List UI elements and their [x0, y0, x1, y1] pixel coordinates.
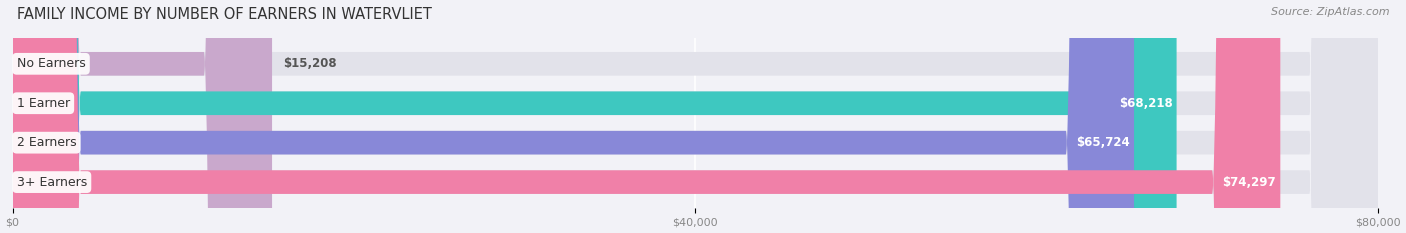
- Text: $68,218: $68,218: [1119, 97, 1173, 110]
- Text: $65,724: $65,724: [1076, 136, 1130, 149]
- Text: 2 Earners: 2 Earners: [17, 136, 76, 149]
- FancyBboxPatch shape: [13, 0, 1378, 233]
- FancyBboxPatch shape: [13, 0, 1281, 233]
- Text: 1 Earner: 1 Earner: [17, 97, 70, 110]
- FancyBboxPatch shape: [13, 0, 1378, 233]
- Text: 3+ Earners: 3+ Earners: [17, 176, 87, 188]
- FancyBboxPatch shape: [13, 0, 1135, 233]
- FancyBboxPatch shape: [13, 0, 1378, 233]
- Text: $15,208: $15,208: [283, 57, 336, 70]
- Text: No Earners: No Earners: [17, 57, 86, 70]
- Text: $74,297: $74,297: [1223, 176, 1277, 188]
- FancyBboxPatch shape: [13, 0, 1378, 233]
- FancyBboxPatch shape: [13, 0, 271, 233]
- Text: FAMILY INCOME BY NUMBER OF EARNERS IN WATERVLIET: FAMILY INCOME BY NUMBER OF EARNERS IN WA…: [17, 7, 432, 22]
- Text: Source: ZipAtlas.com: Source: ZipAtlas.com: [1271, 7, 1389, 17]
- FancyBboxPatch shape: [13, 0, 1177, 233]
